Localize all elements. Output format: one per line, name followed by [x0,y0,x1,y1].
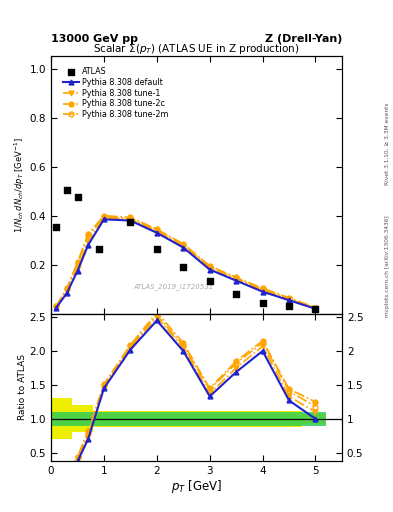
Text: 13000 GeV pp: 13000 GeV pp [51,33,138,44]
Legend: ATLAS, Pythia 8.308 default, Pythia 8.308 tune-1, Pythia 8.308 tune-2c, Pythia 8: ATLAS, Pythia 8.308 default, Pythia 8.30… [61,66,170,121]
Pythia 8.308 tune-2c [234,274,239,281]
Pythia 8.308 default [128,218,133,224]
Pythia 8.308 tune-1 [313,305,318,311]
Pythia 8.308 tune-2c [154,226,159,232]
Pythia 8.308 tune-1 [208,265,212,271]
Pythia 8.308 tune-1 [54,304,59,310]
Text: Z (Drell-Yan): Z (Drell-Yan) [264,33,342,44]
Line: Pythia 8.308 tune-2m: Pythia 8.308 tune-2m [54,215,318,310]
Pythia 8.308 tune-2c [75,259,80,265]
Pythia 8.308 tune-1 [86,238,90,244]
Pythia 8.308 tune-2c [86,231,90,237]
Pythia 8.308 tune-2c [286,295,291,301]
ATLAS [95,245,102,253]
Pythia 8.308 tune-2m [154,227,159,233]
Pythia 8.308 tune-1 [64,288,69,294]
ATLAS [154,245,160,253]
Pythia 8.308 tune-2m [128,216,133,222]
ATLAS [180,263,186,271]
Pythia 8.308 tune-2c [260,285,265,291]
Pythia 8.308 tune-2c [54,303,59,309]
Pythia 8.308 tune-2c [64,285,69,291]
Pythia 8.308 tune-2m [54,303,59,309]
ATLAS [64,186,70,194]
ATLAS [233,290,239,298]
Text: Rivet 3.1.10, ≥ 3.3M events: Rivet 3.1.10, ≥ 3.3M events [385,102,389,185]
Pythia 8.308 default [86,242,90,248]
Pythia 8.308 tune-2m [286,295,291,302]
Pythia 8.308 tune-1 [102,215,107,221]
Pythia 8.308 tune-2c [102,212,107,219]
ATLAS [286,302,292,310]
Text: mcplots.cern.ch [arXiv:1306.3436]: mcplots.cern.ch [arXiv:1306.3436] [385,216,389,317]
Line: Pythia 8.308 tune-1: Pythia 8.308 tune-1 [54,216,318,311]
Pythia 8.308 default [102,216,107,222]
Pythia 8.308 tune-2c [128,215,133,221]
Line: Pythia 8.308 default: Pythia 8.308 default [54,217,318,311]
Pythia 8.308 tune-2m [64,286,69,292]
Pythia 8.308 tune-2m [75,261,80,267]
Pythia 8.308 default [234,278,239,284]
Pythia 8.308 tune-2c [181,241,185,247]
Pythia 8.308 tune-1 [234,276,239,283]
Pythia 8.308 tune-2c [313,305,318,311]
Pythia 8.308 tune-2c [208,263,212,269]
ATLAS [207,276,213,285]
Line: Pythia 8.308 tune-2c: Pythia 8.308 tune-2c [54,213,318,310]
ATLAS [312,305,319,313]
Pythia 8.308 tune-1 [128,216,133,222]
Title: Scalar $\Sigma(p_T)$ (ATLAS UE in Z production): Scalar $\Sigma(p_T)$ (ATLAS UE in Z prod… [93,42,300,56]
Pythia 8.308 default [181,244,185,250]
Pythia 8.308 tune-2m [86,233,90,240]
Pythia 8.308 default [260,289,265,295]
Pythia 8.308 default [54,305,59,311]
ATLAS [53,223,59,231]
Pythia 8.308 tune-2m [313,305,318,311]
Pythia 8.308 tune-1 [260,287,265,293]
Pythia 8.308 default [286,297,291,303]
Pythia 8.308 tune-1 [75,265,80,271]
Pythia 8.308 default [64,290,69,296]
Pythia 8.308 default [154,230,159,236]
ATLAS [74,193,81,201]
Pythia 8.308 tune-2m [260,286,265,292]
Pythia 8.308 default [208,267,212,273]
Pythia 8.308 tune-1 [181,243,185,249]
ATLAS [127,218,134,226]
Pythia 8.308 tune-2m [181,242,185,248]
Pythia 8.308 tune-2m [102,214,107,220]
Y-axis label: $1/N_{ch}\,dN_{ch}/dp_T$ [GeV$^{-1}$]: $1/N_{ch}\,dN_{ch}/dp_T$ [GeV$^{-1}$] [13,137,27,233]
Text: ATLAS_2019_I1720531: ATLAS_2019_I1720531 [133,283,213,290]
Y-axis label: Ratio to ATLAS: Ratio to ATLAS [18,354,27,420]
Pythia 8.308 tune-1 [286,296,291,303]
Pythia 8.308 default [313,306,318,312]
Pythia 8.308 default [75,268,80,274]
Pythia 8.308 tune-2m [234,275,239,281]
Pythia 8.308 tune-2m [208,264,212,270]
ATLAS [259,298,266,307]
X-axis label: $p_T$ [GeV]: $p_T$ [GeV] [171,478,222,496]
Pythia 8.308 tune-1 [154,228,159,234]
